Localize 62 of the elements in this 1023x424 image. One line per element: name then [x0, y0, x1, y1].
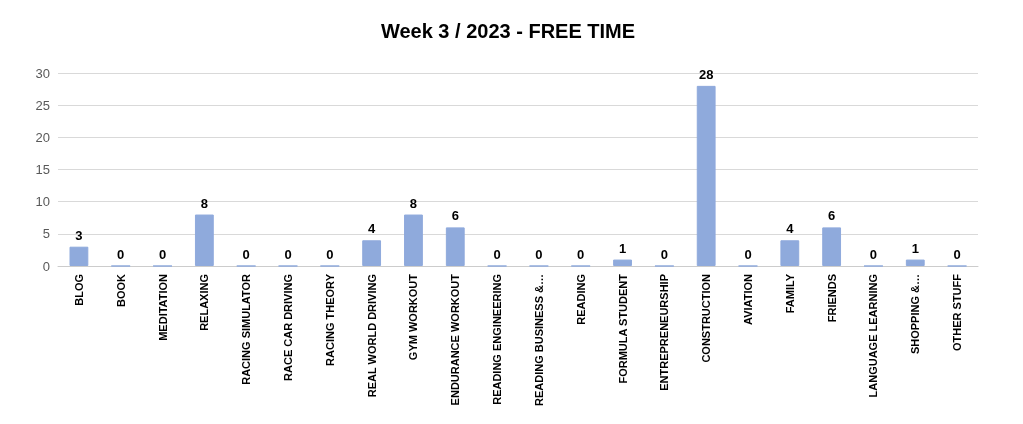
bar [822, 227, 842, 266]
bar [194, 214, 214, 266]
x-tick-label: READING ENGINEERING [491, 274, 504, 405]
x-tick-label: GYM WORKOUT [407, 273, 420, 361]
y-tick-label: 0 [42, 258, 50, 274]
data-label: 8 [200, 195, 208, 211]
bar [362, 240, 382, 266]
x-tick-label: ENDURANCE WORKOUT [449, 273, 462, 406]
x-tick-label: BLOG [72, 274, 85, 306]
data-label: 0 [117, 246, 125, 262]
y-tick-label: 10 [35, 194, 50, 210]
bar [780, 240, 800, 266]
x-tick-label: FRIENDS [825, 274, 838, 323]
x-tick-label: SHOPPING &… [909, 274, 922, 355]
x-tick-label: MEDITATION [156, 273, 169, 341]
x-tick-label: BOOK [114, 273, 127, 307]
x-tick-label: READING BUSINESS &… [532, 274, 545, 407]
y-tick-label: 30 [35, 65, 50, 81]
bar [404, 214, 423, 266]
x-tick-label: REAL WORLD DRIVING [365, 274, 378, 398]
x-tick-label: RACE CAR DRIVING [282, 274, 294, 381]
data-label: 4 [786, 221, 795, 237]
data-label: 0 [869, 246, 878, 262]
x-tick-label: OTHER STUFF [951, 273, 964, 351]
data-label: 0 [284, 246, 292, 262]
bar [905, 259, 925, 266]
data-label: 8 [409, 195, 418, 211]
x-tick-label: ENTREPRENEURSHIP [658, 274, 671, 391]
x-tick-label: LANGUAGE LEARNING [867, 274, 880, 398]
x-tick-label: READING [574, 274, 587, 325]
x-tick-label: RELAXING [198, 274, 211, 331]
x-tick-label: CONSTRUCTION [700, 273, 713, 363]
bar [613, 259, 632, 266]
x-tick-label: FAMILY [783, 273, 796, 314]
data-label: 0 [535, 246, 543, 262]
data-label: 0 [158, 246, 167, 262]
data-label: 0 [660, 246, 668, 262]
data-label: 1 [911, 240, 919, 256]
chart-title: Week 3 / 2023 - FREE TIME [380, 20, 636, 42]
x-tick-label: FORMULA STUDENT [616, 273, 629, 384]
y-tick-label: 20 [35, 129, 50, 145]
bar [69, 246, 89, 266]
x-tick-label: RACING SIMULATOR [240, 273, 253, 385]
x-tick-label: RACING THEORY [323, 273, 336, 366]
data-label: 4 [368, 221, 377, 237]
data-label: 6 [828, 208, 836, 224]
bar [696, 85, 716, 266]
data-label: 0 [493, 246, 501, 262]
data-label: 0 [577, 246, 585, 262]
data-label: 1 [618, 240, 627, 256]
data-label: 6 [451, 208, 459, 224]
data-label: 3 [75, 227, 83, 243]
data-label: 28 [698, 66, 714, 82]
data-label: 0 [242, 246, 250, 262]
y-tick-label: 5 [42, 226, 50, 242]
bar [445, 227, 465, 266]
y-tick-label: 25 [35, 97, 50, 113]
x-tick-label: AVIATION [742, 273, 754, 325]
data-label: 0 [953, 246, 961, 262]
data-label: 0 [744, 246, 752, 262]
data-label: 0 [326, 246, 334, 262]
y-tick-label: 15 [35, 162, 50, 177]
